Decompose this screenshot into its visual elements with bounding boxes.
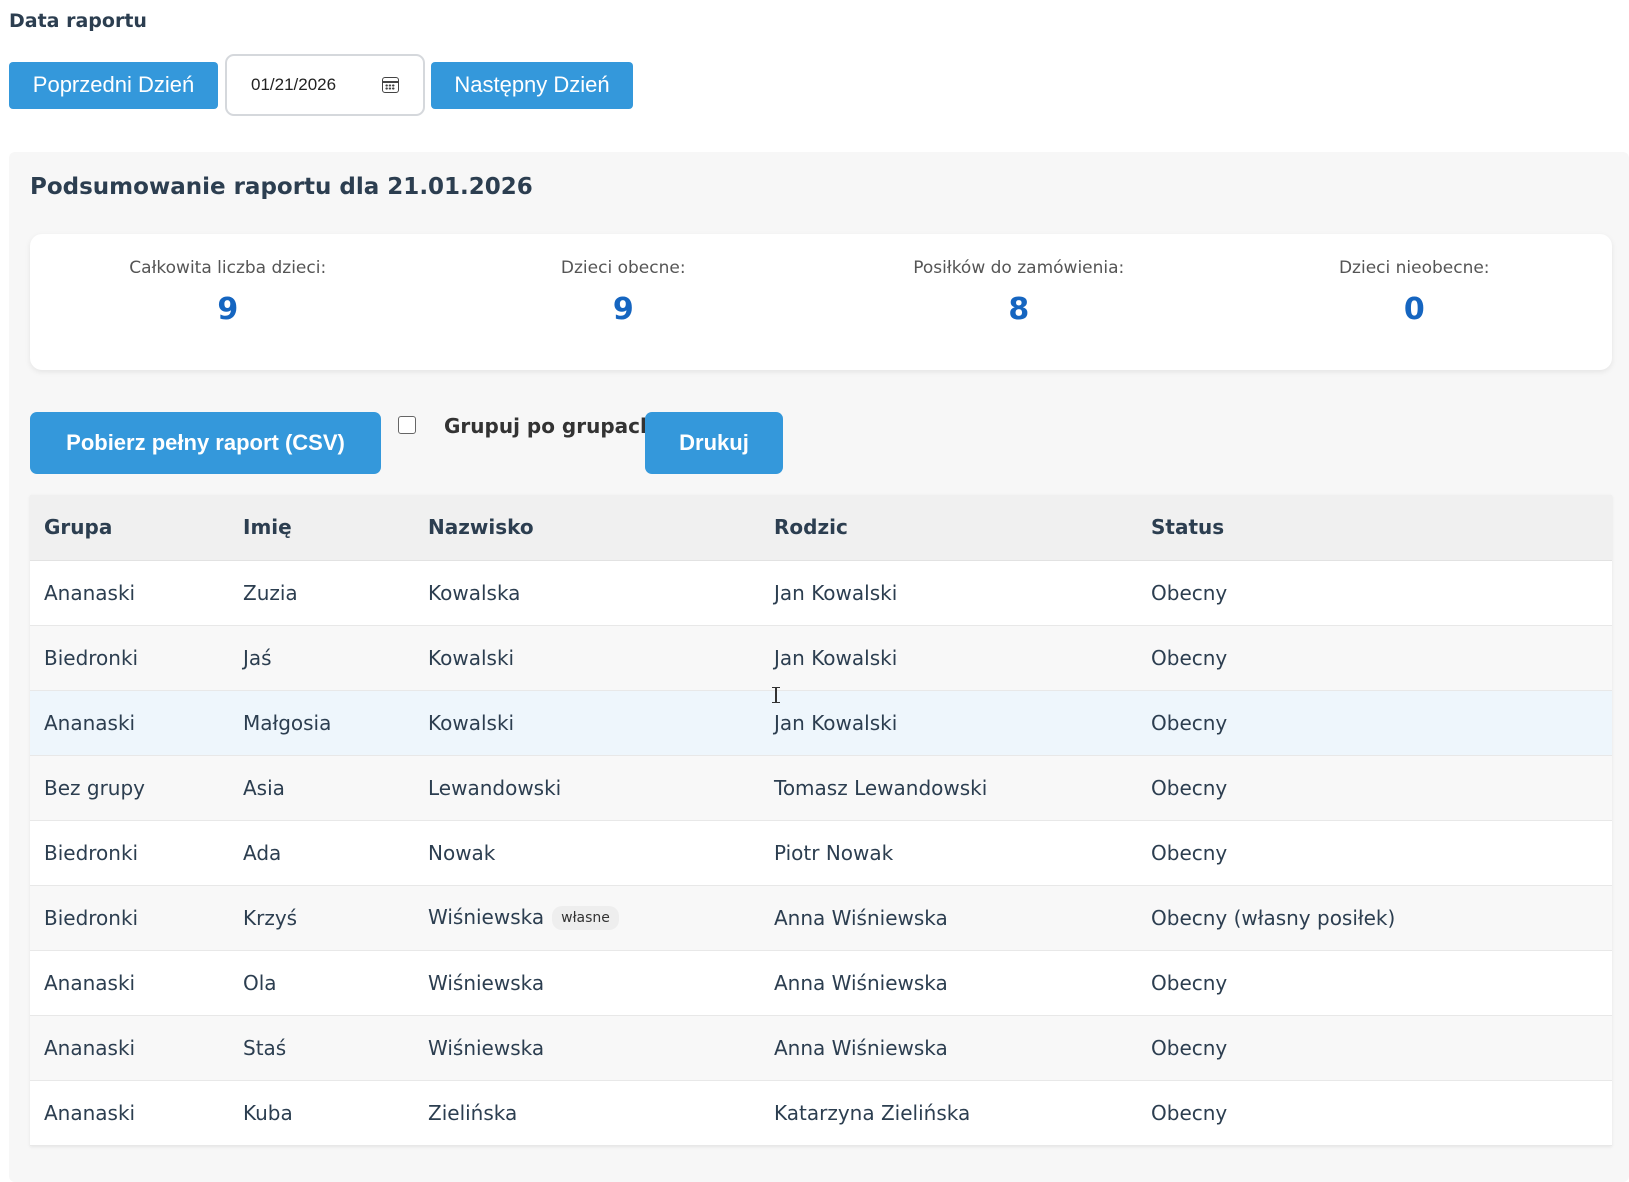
table-row[interactable]: Ananaski Ola Wiśniewska Anna Wiśniewska …	[30, 950, 1612, 1016]
calendar-icon[interactable]	[382, 77, 399, 93]
table-row[interactable]: Ananaski Zuzia Kowalska Jan Kowalski Obe…	[30, 560, 1612, 626]
previous-day-button[interactable]: Poprzedni Dzień	[9, 61, 218, 109]
cell-last-name: Zielińska	[414, 1080, 760, 1146]
download-csv-button[interactable]: Pobierz pełny raport (CSV)	[30, 412, 381, 474]
cell-first-name: Krzyś	[229, 885, 414, 951]
cell-group: Ananaski	[30, 950, 229, 1016]
last-name-text: Wiśniewska	[428, 904, 545, 929]
cell-status: Obecny (własny posiłek)	[1137, 885, 1612, 951]
date-label: Data raportu	[9, 10, 147, 32]
cell-group: Ananaski	[30, 1080, 229, 1146]
stat-meals-to-order: Posiłków do zamówienia: 8	[821, 234, 1217, 370]
table-row[interactable]: Bez grupy Asia Lewandowski Tomasz Lewand…	[30, 755, 1612, 821]
cell-group: Ananaski	[30, 560, 229, 626]
cell-status: Obecny	[1137, 690, 1612, 756]
cell-status: Obecny	[1137, 950, 1612, 1016]
table-row[interactable]: Ananaski Staś Wiśniewska Anna Wiśniewska…	[30, 1015, 1612, 1081]
cell-parent: Katarzyna Zielińska	[760, 1080, 1137, 1146]
cell-first-name: Staś	[229, 1015, 414, 1081]
header-parent[interactable]: Rodzic	[760, 495, 1137, 561]
cell-status: Obecny	[1137, 1015, 1612, 1081]
stat-value: 9	[217, 292, 239, 327]
header-group[interactable]: Grupa	[30, 495, 229, 561]
summary-title: Podsumowanie raportu dla 21.01.2026	[30, 174, 533, 200]
cell-first-name: Ada	[229, 820, 414, 886]
cell-status: Obecny	[1137, 625, 1612, 691]
next-day-button[interactable]: Następny Dzień	[431, 61, 633, 109]
cell-first-name: Asia	[229, 755, 414, 821]
cell-group: Bez grupy	[30, 755, 229, 821]
print-button[interactable]: Drukuj	[645, 412, 783, 474]
cell-group: Biedronki	[30, 625, 229, 691]
cell-first-name: Kuba	[229, 1080, 414, 1146]
header-first-name[interactable]: Imię	[229, 495, 414, 561]
stat-value: 0	[1403, 292, 1425, 327]
cell-parent: Tomasz Lewandowski	[760, 755, 1137, 821]
cell-first-name: Ola	[229, 950, 414, 1016]
cell-last-name: Lewandowski	[414, 755, 760, 821]
cell-parent: Anna Wiśniewska	[760, 1015, 1137, 1081]
cell-status: Obecny	[1137, 560, 1612, 626]
cell-parent: Piotr Nowak	[760, 820, 1137, 886]
cell-parent: Jan Kowalski	[760, 560, 1137, 626]
cell-group: Biedronki	[30, 820, 229, 886]
table-row[interactable]: Biedronki Ada Nowak Piotr Nowak Obecny	[30, 820, 1612, 886]
cell-parent: Anna Wiśniewska	[760, 950, 1137, 1016]
stat-value: 9	[612, 292, 634, 327]
table-row[interactable]: Biedronki Jaś Kowalski Jan Kowalski Obec…	[30, 625, 1612, 691]
group-by-groups-checkbox[interactable]	[398, 416, 416, 434]
stat-total-children: Całkowita liczba dzieci: 9	[30, 234, 426, 370]
table-row[interactable]: Ananaski Kuba Zielińska Katarzyna Zieliń…	[30, 1080, 1612, 1146]
cell-last-name: Kowalski	[414, 690, 760, 756]
report-table: Grupa Imię Nazwisko Rodzic Status Ananas…	[30, 495, 1612, 1146]
stat-absent-children: Dzieci nieobecne: 0	[1217, 234, 1613, 370]
cell-group: Biedronki	[30, 885, 229, 951]
text-cursor-icon	[771, 686, 781, 704]
cell-last-name: Wiśniewska	[414, 1015, 760, 1081]
report-summary-panel: Podsumowanie raportu dla 21.01.2026 Całk…	[9, 152, 1629, 1182]
table-header-row: Grupa Imię Nazwisko Rodzic Status	[30, 495, 1612, 561]
group-by-groups-label[interactable]: Grupuj po grupach	[444, 414, 655, 438]
table-row[interactable]: Biedronki Krzyś Wiśniewska własne Anna Wi…	[30, 885, 1612, 951]
report-actions: Pobierz pełny raport (CSV) Grupuj po gru…	[30, 412, 1030, 482]
date-navigation: Poprzedni Dzień 01/21/2026 Następny Dzie…	[9, 54, 633, 116]
cell-last-name: Kowalska	[414, 560, 760, 626]
stat-label: Dzieci obecne:	[560, 258, 686, 278]
cell-last-name: Kowalski	[414, 625, 760, 691]
cell-last-name: Wiśniewska własne	[414, 885, 760, 951]
cell-first-name: Małgosia	[229, 690, 414, 756]
cell-last-name: Nowak	[414, 820, 760, 886]
cell-parent: Jan Kowalski	[760, 690, 1137, 756]
cell-parent: Jan Kowalski	[760, 625, 1137, 691]
stat-label: Dzieci nieobecne:	[1338, 258, 1490, 278]
cell-status: Obecny	[1137, 755, 1612, 821]
cell-status: Obecny	[1137, 820, 1612, 886]
stats-card: Całkowita liczba dzieci: 9 Dzieci obecne…	[30, 234, 1612, 370]
report-date-input[interactable]: 01/21/2026	[225, 54, 425, 116]
cell-last-name: Wiśniewska	[414, 950, 760, 1016]
cell-group: Ananaski	[30, 1015, 229, 1081]
header-status[interactable]: Status	[1137, 495, 1612, 561]
stat-present-children: Dzieci obecne: 9	[426, 234, 822, 370]
cell-status: Obecny	[1137, 1080, 1612, 1146]
cell-group: Ananaski	[30, 690, 229, 756]
cell-first-name: Zuzia	[229, 560, 414, 626]
date-value: 01/21/2026	[251, 75, 337, 94]
table-row[interactable]: Ananaski Małgosia Kowalski Jan Kowalski …	[30, 690, 1612, 756]
stat-value: 8	[1008, 292, 1030, 327]
own-meal-badge: własne	[552, 906, 619, 931]
stat-label: Całkowita liczba dzieci:	[129, 258, 327, 278]
header-last-name[interactable]: Nazwisko	[414, 495, 760, 561]
cell-parent: Anna Wiśniewska	[760, 885, 1137, 951]
cell-first-name: Jaś	[229, 625, 414, 691]
stat-label: Posiłków do zamówienia:	[913, 258, 1125, 278]
